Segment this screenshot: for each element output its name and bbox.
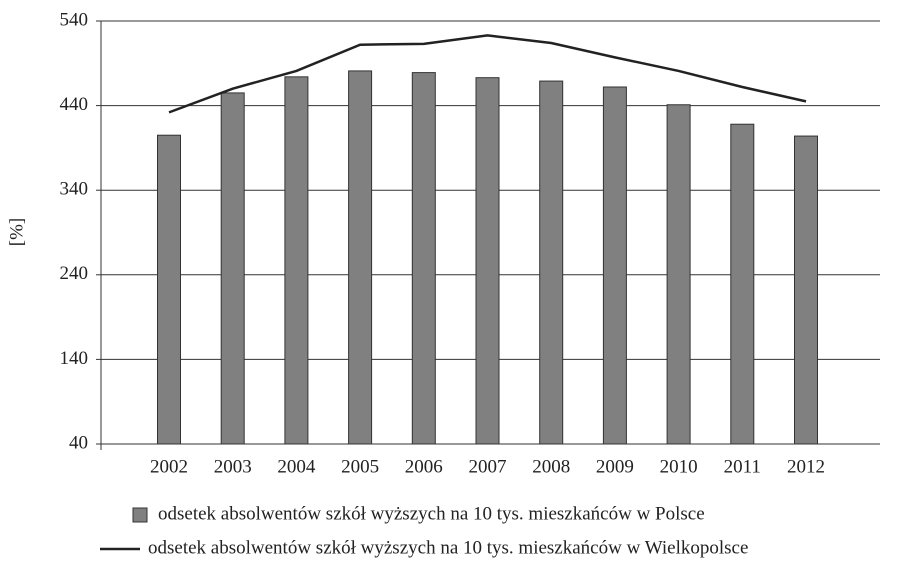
x-tick-label: 2009 [596,456,634,477]
bar [794,135,818,445]
x-tick-label: 2003 [214,456,252,477]
x-tick-label: 2012 [787,456,825,477]
bar [602,86,627,445]
bar [284,76,309,445]
x-tick-label: 2011 [724,456,761,477]
y-tick-label: 140 [60,348,89,369]
x-tick-label: 2004 [277,456,316,477]
bar [730,123,755,445]
y-axis-label: [%] [6,218,27,246]
line [168,34,807,114]
y-tick-label: 340 [60,179,89,200]
x-tick-label: 2007 [469,456,507,477]
x-tick-label: 2002 [150,456,188,477]
bar [157,134,181,445]
legend-swatch [132,507,148,523]
legend-label: odsetek absolwentów szkół wyższych na 10… [158,503,705,524]
bar [539,80,564,445]
bar [666,104,691,445]
y-tick-label: 40 [69,432,88,453]
y-tick-label: 540 [60,9,89,30]
bar [348,70,373,445]
bar [411,72,436,445]
y-tick-label: 240 [60,263,89,284]
bar [475,77,500,445]
x-tick-label: 2008 [532,456,570,477]
x-tick-label: 2010 [660,456,698,477]
bar [220,92,245,445]
x-tick-label: 2006 [405,456,443,477]
y-tick-label: 440 [60,94,89,115]
x-tick-label: 2005 [341,456,379,477]
legend-label: odsetek absolwentów szkół wyższych na 10… [148,537,748,558]
